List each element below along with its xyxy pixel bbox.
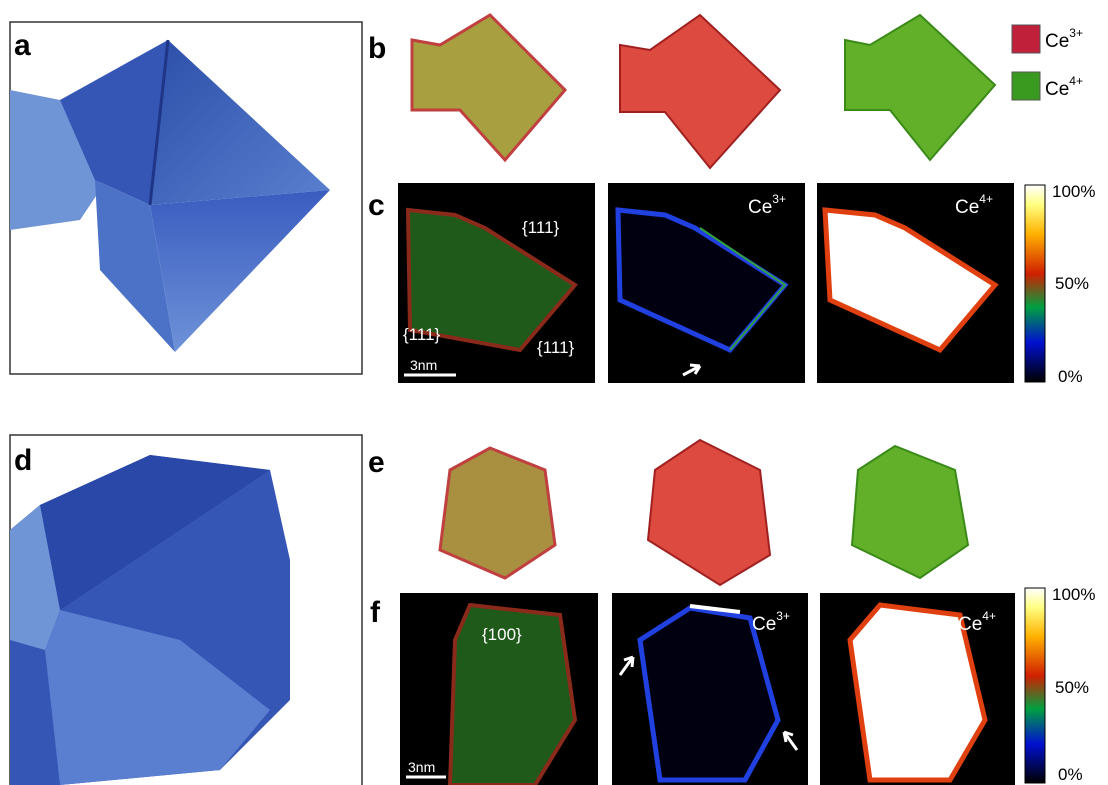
map-label: Ce4+ — [955, 192, 993, 218]
particle-image — [10, 455, 290, 785]
facet-label: {100} — [482, 625, 522, 644]
legend-label: Ce4+ — [1045, 74, 1083, 100]
legend-swatch — [1011, 24, 1041, 54]
colorbar-label: 100% — [1052, 585, 1095, 604]
legend-label: Ce3+ — [1045, 26, 1083, 52]
particle-render — [410, 13, 997, 170]
map-particle — [847, 602, 988, 783]
panel-letter: f — [370, 596, 381, 629]
legend-swatch — [1011, 71, 1041, 101]
particle-render — [438, 438, 970, 587]
colorbar — [1024, 184, 1046, 383]
panel-letter: c — [368, 189, 385, 222]
map-particle — [822, 207, 999, 354]
map-particle — [447, 602, 578, 785]
panel-letter: b — [368, 32, 386, 65]
map-label: Ce3+ — [752, 609, 790, 635]
arrow — [782, 730, 799, 751]
colorbar-label: 100% — [1052, 182, 1095, 201]
colorbar-label: 50% — [1055, 678, 1089, 697]
colorbar-label: 0% — [1058, 367, 1083, 386]
facet-label: {111} — [537, 338, 575, 357]
facet-label: {111} — [522, 218, 560, 237]
panel-letter: e — [368, 446, 385, 479]
colorbar-label: 0% — [1058, 765, 1083, 784]
map-particle — [637, 605, 781, 783]
map-label: Ce3+ — [748, 192, 786, 218]
facet-label: {111} — [403, 325, 441, 344]
map-label: Ce4+ — [958, 609, 996, 635]
map-particle — [405, 207, 579, 353]
colorbar-label: 50% — [1055, 274, 1089, 293]
arrow — [682, 363, 702, 377]
colorbar — [1024, 587, 1046, 784]
octahedron-image — [10, 39, 330, 352]
arrow — [618, 655, 635, 676]
scale-bar-label: 3nm — [410, 357, 437, 373]
scale-bar-label: 3nm — [408, 759, 435, 775]
panel-letter: a — [14, 29, 31, 62]
panel-letter: d — [14, 444, 32, 477]
